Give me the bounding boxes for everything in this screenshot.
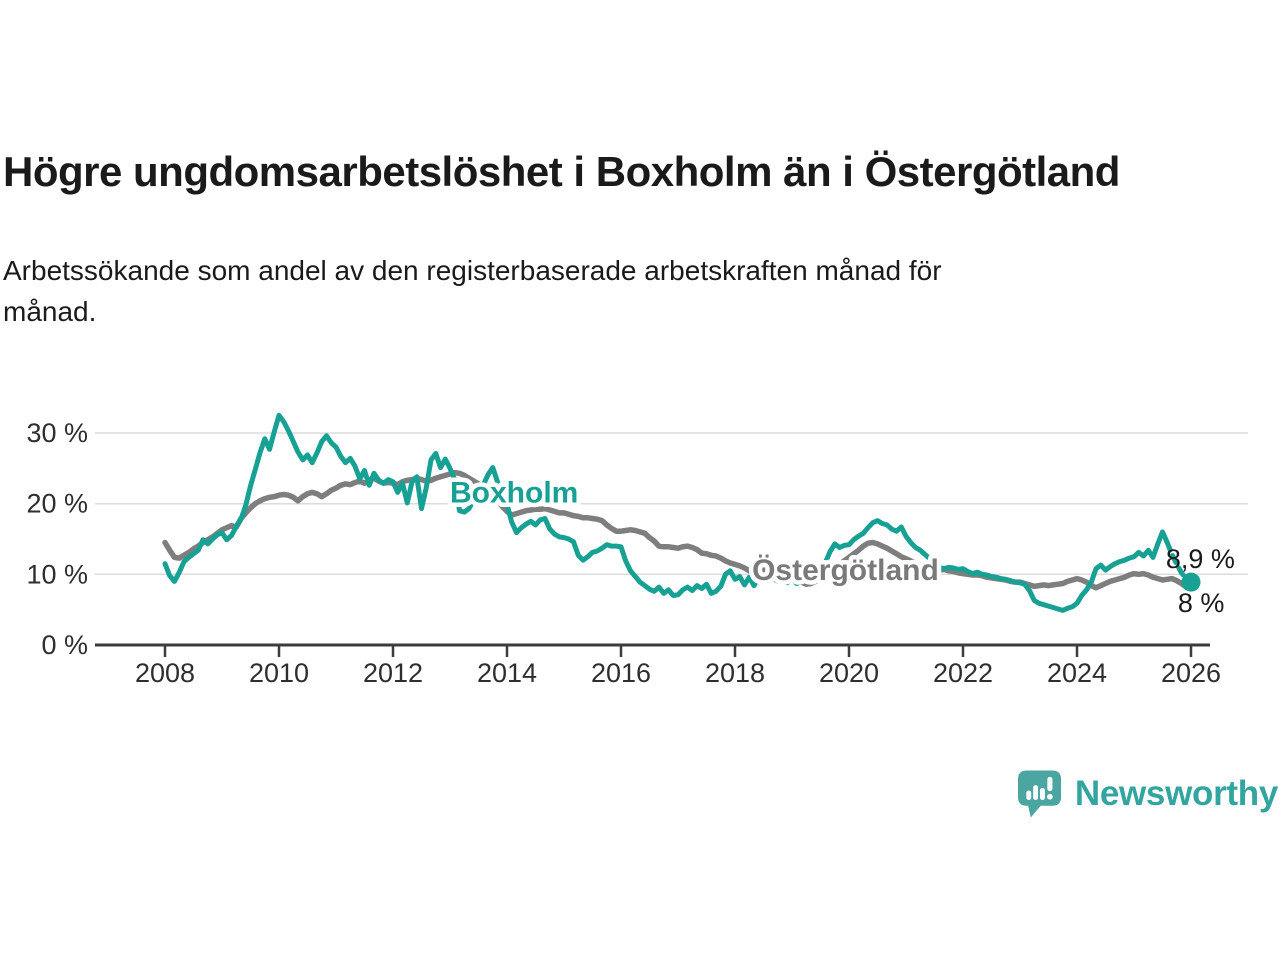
newsworthy-logo: Newsworthy bbox=[1017, 767, 1278, 821]
bubble-tail bbox=[1027, 803, 1043, 818]
page-subtitle: Arbetssökande som andel av den registerb… bbox=[3, 255, 942, 328]
y-tick-label-20: 20 % bbox=[26, 489, 88, 519]
bubble-shape bbox=[1017, 770, 1061, 806]
x-tick-label-2026: 2026 bbox=[1161, 658, 1221, 688]
series-label-boxholm: Boxholm bbox=[450, 476, 578, 509]
series-line-boxholm bbox=[162, 412, 1170, 613]
x-tick-label-2016: 2016 bbox=[591, 658, 651, 688]
logo-exclamation-dot bbox=[1046, 793, 1053, 800]
y-tick-label-0: 0 % bbox=[41, 630, 88, 660]
newsworthy-wordmark: Newsworthy bbox=[1074, 774, 1278, 813]
x-tick-label-2024: 2024 bbox=[1047, 658, 1107, 688]
newsworthy-bubble-icon bbox=[1017, 770, 1061, 818]
y-tick-label-10: 10 % bbox=[26, 559, 88, 589]
x-tick-label-2018: 2018 bbox=[705, 658, 765, 688]
x-tick-label-2012: 2012 bbox=[363, 658, 423, 688]
series-line-ostergotland bbox=[162, 469, 1194, 592]
logo-bar-2 bbox=[1033, 785, 1038, 800]
x-tick-label-2020: 2020 bbox=[819, 658, 879, 688]
logo-exclamation-bar bbox=[1047, 776, 1053, 792]
x-tick-label-2014: 2014 bbox=[477, 658, 537, 688]
end-dot-boxholm bbox=[1181, 572, 1201, 592]
y-tick-label-30: 30 % bbox=[26, 418, 88, 448]
end-label-boxholm: 8,9 % bbox=[1166, 544, 1235, 574]
x-tick-label-2010: 2010 bbox=[249, 658, 309, 688]
chart-svg: 2008 2010 2012 2014 2016 2018 2020 2022 2024 2026… bbox=[26, 412, 1248, 688]
logo-bar-3 bbox=[1039, 788, 1045, 800]
series-label-ostergotland: Östergötland bbox=[752, 554, 939, 587]
page-title: Högre ungdomsarbetslöshet i Boxholm än i… bbox=[3, 148, 1120, 195]
end-label-ostergotland: 8 % bbox=[1178, 588, 1225, 618]
x-tick-label-2008: 2008 bbox=[135, 658, 195, 688]
logo-bar-1 bbox=[1026, 790, 1032, 800]
unemployment-line-chart: 2008 2010 2012 2014 2016 2018 2020 2022 2024 2026… bbox=[0, 375, 1280, 715]
x-tick-label-2022: 2022 bbox=[933, 658, 993, 688]
